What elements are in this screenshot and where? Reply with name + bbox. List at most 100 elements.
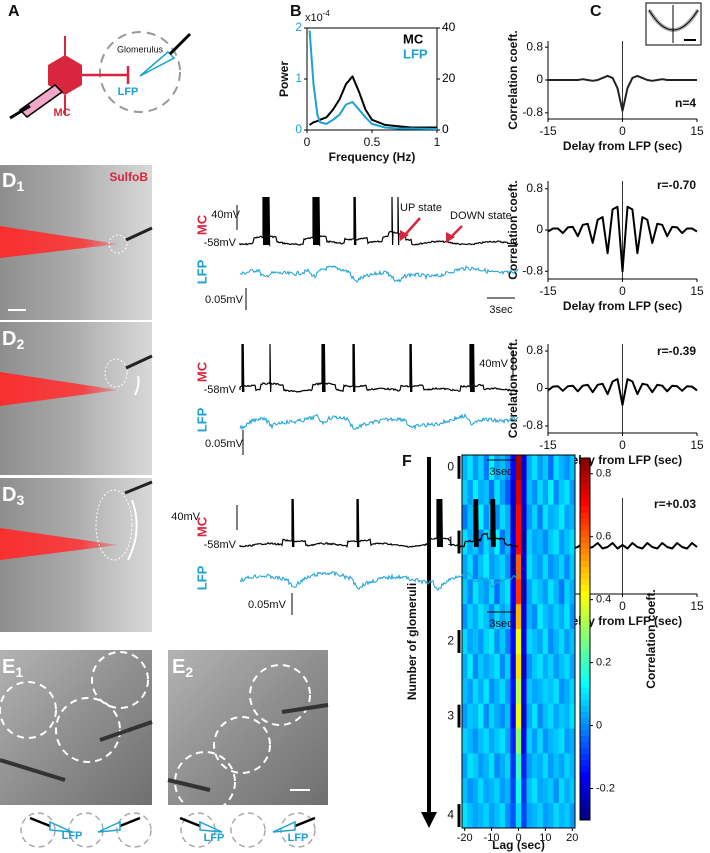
panel-label: B — [290, 3, 302, 20]
heat-cell — [531, 703, 538, 729]
dye-fill — [0, 226, 118, 258]
heat-cell — [537, 753, 544, 779]
heat-cell — [569, 504, 576, 530]
heat-cell — [488, 554, 495, 580]
heat-cell — [462, 703, 468, 729]
y-axis-label: Correlation coeft. — [506, 339, 520, 438]
heat-cell — [472, 753, 479, 779]
heat-cell — [483, 653, 490, 680]
lfp-trace — [239, 265, 519, 283]
resting-potential: -58mV — [204, 539, 237, 551]
heat-cell — [526, 753, 533, 779]
x-tick-label: -20 — [457, 832, 473, 844]
heat-cell — [510, 653, 517, 680]
heat-cell — [526, 579, 533, 605]
heat-cell — [478, 604, 484, 630]
colorbar-step — [580, 741, 590, 748]
lfp-label: LFP — [194, 565, 209, 590]
heat-cell — [537, 579, 544, 605]
heat-cell — [537, 455, 544, 481]
x-tick-label: 0 — [619, 124, 626, 138]
heat-cell — [542, 504, 549, 530]
mc-label: MC — [194, 361, 209, 382]
dye-fill — [0, 372, 118, 406]
heat-cell — [483, 479, 490, 506]
heat-cell — [478, 479, 484, 506]
heat-cell — [558, 703, 565, 729]
heat-cell — [526, 728, 533, 754]
heat-cell — [564, 529, 570, 555]
heat-cell — [499, 579, 506, 605]
heat-cell — [521, 653, 527, 680]
heat-cell — [467, 479, 474, 506]
x-axis-label: Delay from LFP (sec) — [563, 614, 682, 628]
colorbar-step — [580, 771, 590, 779]
y-tick-label: -0.8 — [522, 263, 543, 277]
y-tick-label: 0 — [295, 122, 302, 136]
lfp-label: LFP — [194, 259, 209, 284]
x-axis-label: Delay from LFP (sec) — [563, 299, 682, 313]
heat-cell — [548, 778, 554, 804]
colorbar-step — [580, 488, 590, 495]
heat-cell — [569, 803, 576, 829]
label-sub: 2 — [16, 336, 24, 352]
heat-cell — [515, 753, 522, 779]
heat-cell — [558, 753, 565, 779]
heat-cell — [472, 678, 479, 704]
heat-cell — [505, 529, 511, 555]
heat-cell — [462, 504, 468, 530]
glomerulus-outline — [104, 358, 128, 388]
heat-cell — [510, 629, 517, 655]
heat-cell — [537, 778, 544, 804]
heat-cell — [564, 703, 570, 729]
heat-cell — [548, 678, 554, 704]
heat-cell — [478, 529, 484, 555]
colorbar-tick-label: 0.6 — [596, 531, 611, 543]
x-tick-label: -15 — [539, 438, 557, 452]
heat-cell — [462, 653, 468, 680]
heat-cell — [483, 753, 490, 779]
heat-cell — [515, 529, 522, 555]
heat-cell — [526, 529, 533, 555]
colorbar-step — [580, 735, 590, 742]
panel-label: D3 — [2, 484, 24, 507]
y-tick-label: 3 — [447, 708, 454, 722]
heat-cell — [526, 703, 533, 729]
mc-trace — [239, 498, 519, 548]
heat-cell — [548, 479, 554, 506]
heat-cell — [537, 554, 544, 580]
heat-cell — [542, 554, 549, 580]
colorbar-step — [580, 705, 590, 712]
glomerulus-label: Glomerulus — [117, 44, 164, 54]
heat-cell — [531, 728, 538, 754]
colorbar-step — [580, 723, 590, 730]
heat-cell — [483, 629, 490, 655]
heat-cell — [553, 803, 560, 829]
heat-cell — [467, 778, 474, 804]
heat-cell — [558, 455, 565, 481]
heat-cell — [521, 778, 527, 804]
resting-potential: -58mV — [204, 384, 237, 396]
heat-cell — [537, 728, 544, 754]
heat-cell — [467, 579, 474, 605]
heat-cell — [510, 753, 517, 779]
heat-cell — [521, 753, 527, 779]
heat-cell — [521, 504, 527, 530]
colorbar-step — [580, 602, 590, 610]
heat-cell — [494, 629, 500, 655]
colorbar-tick-label: 0.2 — [596, 657, 611, 669]
lfp-trace — [239, 413, 519, 431]
heat-cell — [553, 629, 560, 655]
heat-cell — [548, 604, 554, 630]
heat-cell — [521, 803, 527, 829]
colorbar-step — [580, 681, 590, 688]
heat-cell — [488, 678, 495, 704]
heat-cell — [483, 455, 490, 481]
heat-cell — [564, 455, 570, 481]
heat-cell — [537, 479, 544, 506]
x-axis-label: Delay from LFP (sec) — [563, 453, 682, 467]
heat-cell — [531, 529, 538, 555]
heat-cell — [515, 629, 522, 655]
